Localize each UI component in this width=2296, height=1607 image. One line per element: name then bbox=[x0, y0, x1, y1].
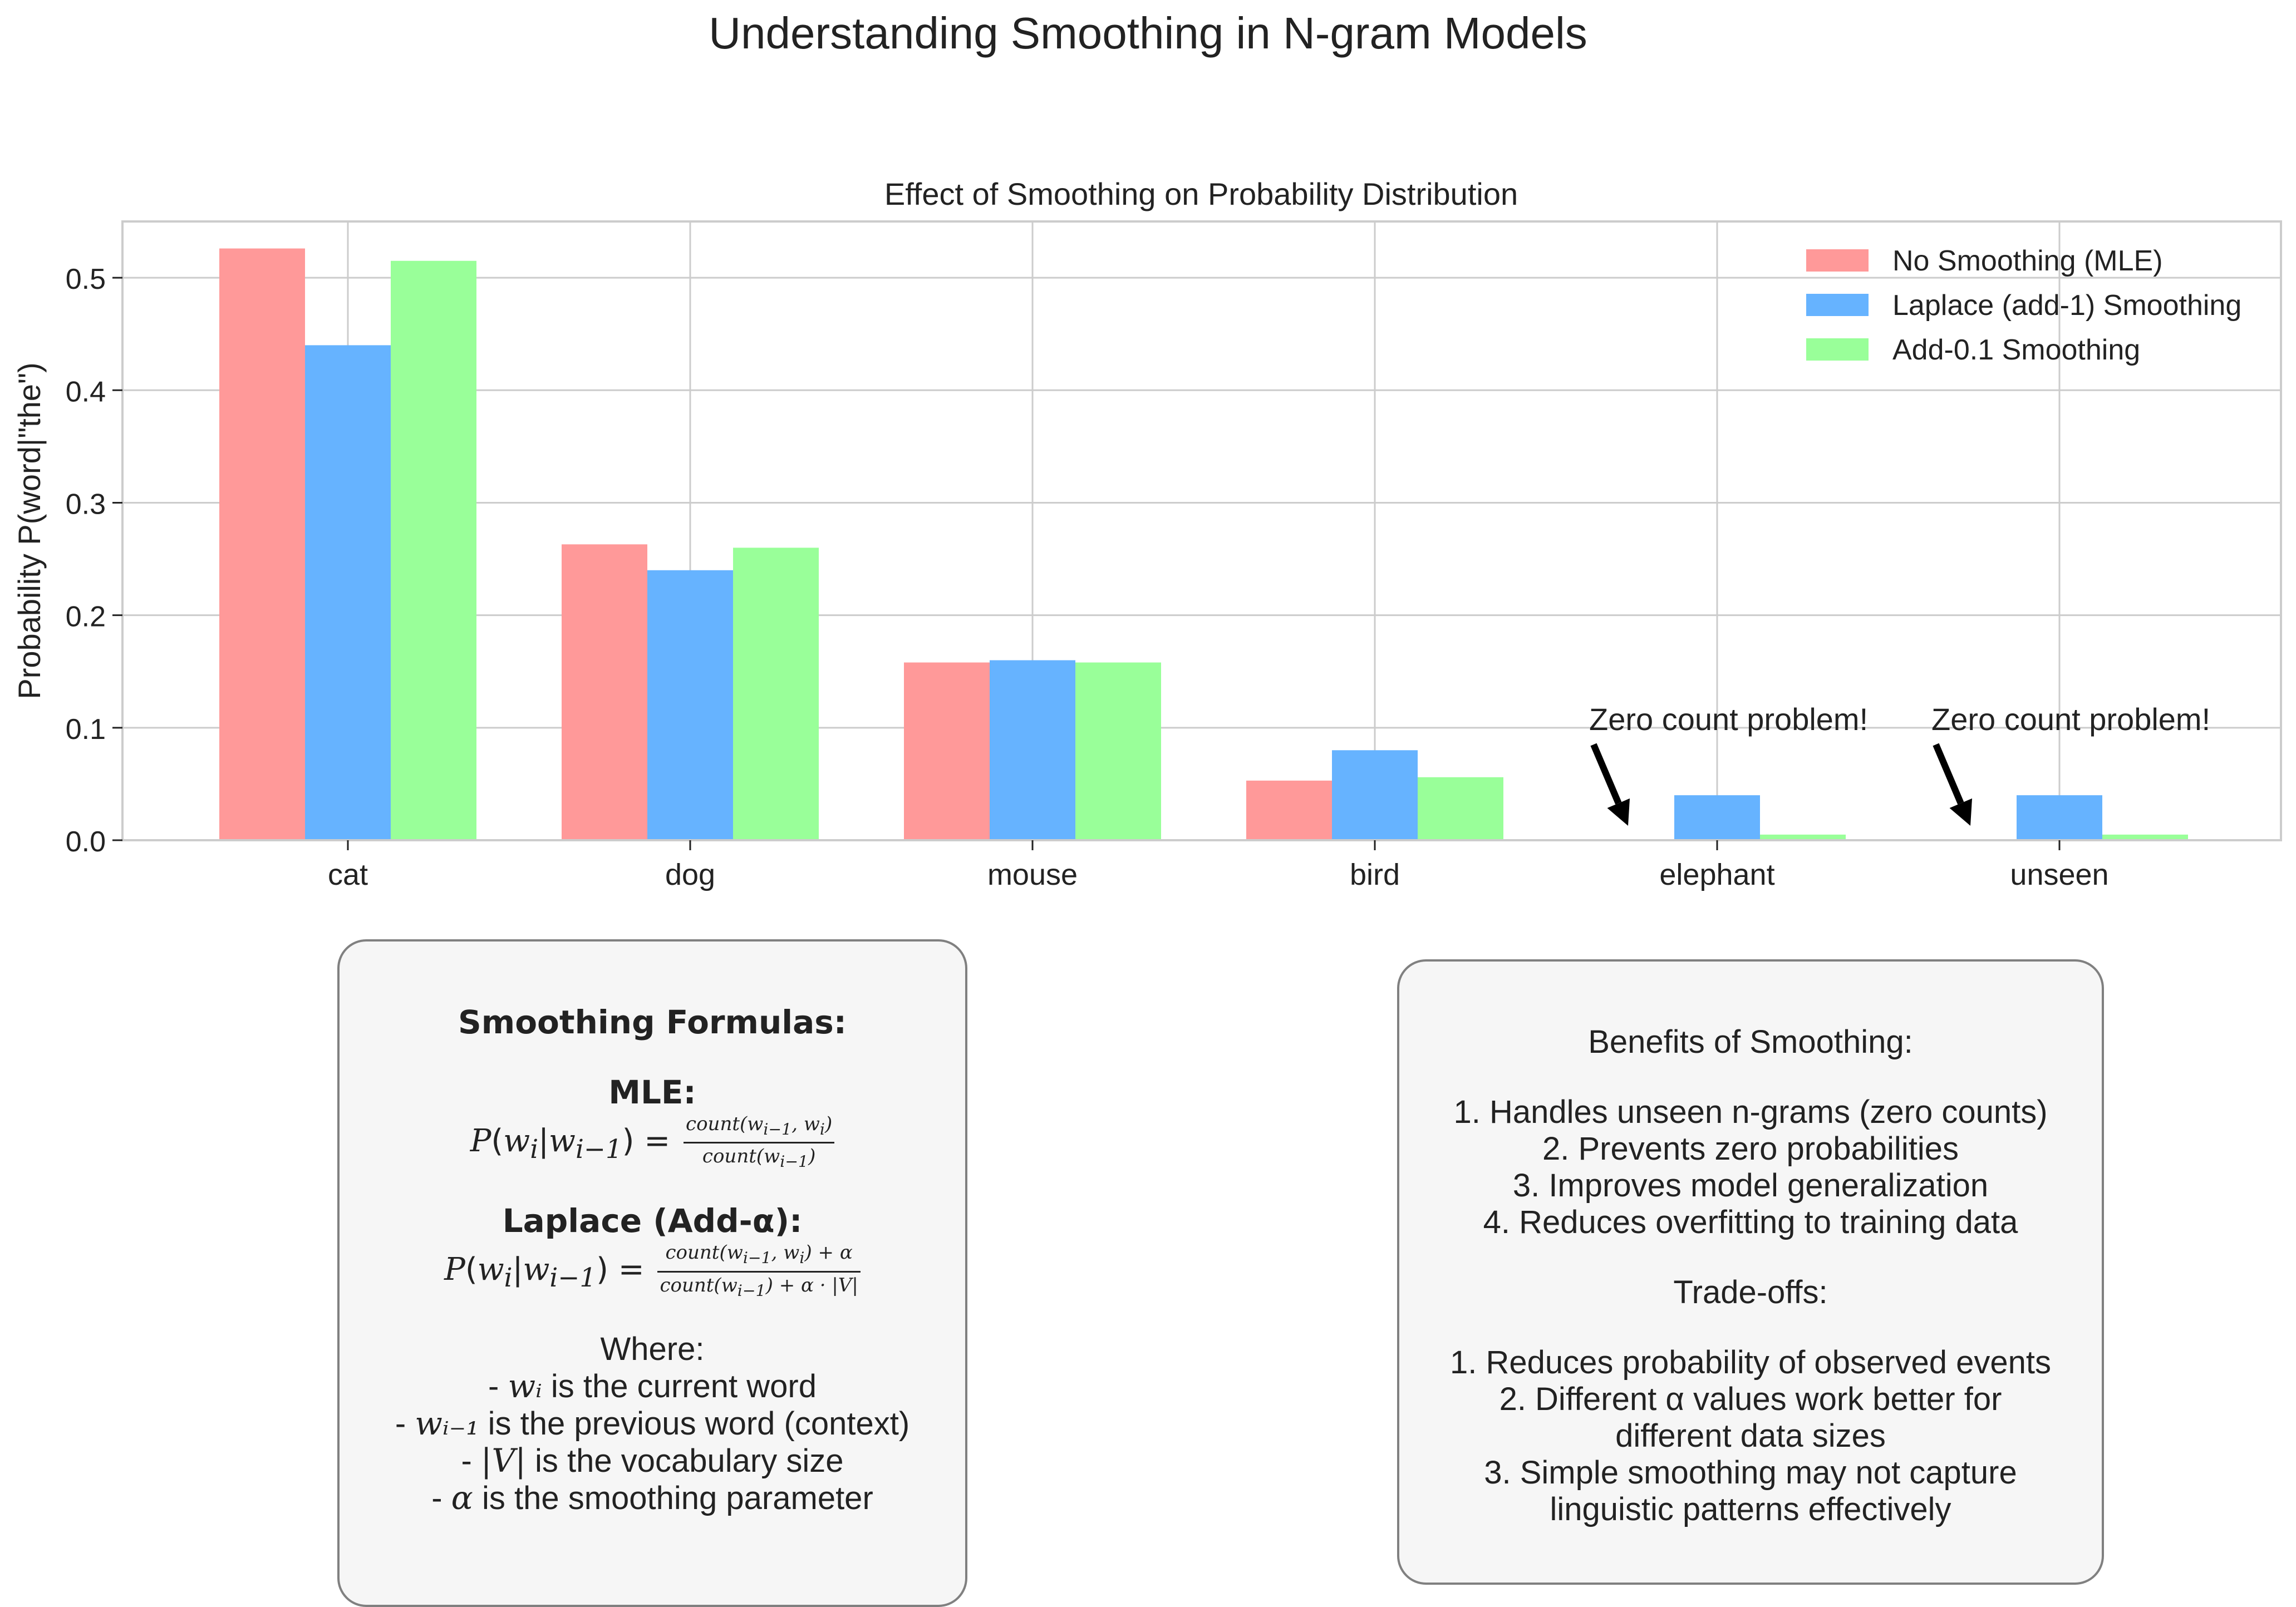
bar bbox=[1674, 795, 1760, 840]
benefits-panel: Benefits of Smoothing: 1. Handles unseen… bbox=[1397, 959, 2104, 1585]
annotation-arrowhead bbox=[1949, 798, 1973, 826]
y-tick-label: 0.0 bbox=[66, 826, 106, 858]
x-tick-label: unseen bbox=[2010, 858, 2108, 891]
legend-label: Add-0.1 Smoothing bbox=[1892, 334, 2140, 366]
grid-lines bbox=[122, 221, 2281, 841]
chart-title: Effect of Smoothing on Probability Distr… bbox=[884, 176, 1518, 211]
y-tick-label: 0.3 bbox=[66, 488, 106, 520]
bar bbox=[1332, 750, 1418, 840]
bar bbox=[990, 660, 1075, 840]
y-tick-label: 0.1 bbox=[66, 713, 106, 746]
legend: No Smoothing (MLE) Laplace (add-1) Smooth… bbox=[1806, 245, 2241, 366]
benefit-item: 3. Improves model generalization bbox=[1512, 1167, 1989, 1204]
tradeoff-item: 3. Simple smoothing may not capture bbox=[1484, 1455, 2017, 1491]
x-axis: cat dog mouse bird elephant unseen bbox=[328, 840, 2109, 891]
bar bbox=[1075, 662, 1161, 840]
plot-frame bbox=[121, 220, 2282, 841]
bar bbox=[904, 662, 990, 840]
mle-formula: P(wi|wi−1) = count(wi−1, wi) count(wi−1) bbox=[340, 1111, 965, 1180]
symbol-note: - α is the smoothing parameter bbox=[431, 1479, 873, 1517]
figure-title: Understanding Smoothing in N-gram Models bbox=[709, 8, 1587, 58]
annotation-arrow bbox=[1590, 743, 1622, 805]
formulas-heading: Smoothing Formulas: bbox=[458, 1003, 847, 1041]
legend-swatch bbox=[1806, 249, 1869, 272]
benefit-item: 4. Reduces overfitting to training data bbox=[1483, 1204, 2018, 1240]
annotation-text: Zero count problem! bbox=[1589, 702, 1868, 737]
y-axis-label: Probability P(word|"the") bbox=[12, 362, 47, 699]
bar bbox=[305, 345, 391, 840]
symbol-notes: - wᵢ is the current word - wᵢ₋₁ is the pr… bbox=[340, 1368, 965, 1517]
bar bbox=[391, 260, 476, 840]
bar bbox=[1246, 780, 1332, 840]
legend-swatch bbox=[1806, 294, 1869, 316]
y-tick-label: 0.2 bbox=[66, 601, 106, 633]
tradeoff-item: 1. Reduces probability of observed event… bbox=[1449, 1344, 2052, 1381]
x-tick-label: elephant bbox=[1659, 858, 1774, 891]
bar bbox=[1760, 834, 1846, 840]
where-heading: Where: bbox=[600, 1331, 705, 1368]
benefits-list: 1. Handles unseen n-grams (zero counts) 2… bbox=[1399, 1094, 2102, 1241]
symbol-note: - wᵢ₋₁ is the previous word (context) bbox=[395, 1404, 910, 1443]
tradeoffs-list: 1. Reduces probability of observed event… bbox=[1399, 1344, 2102, 1528]
annotations: Zero count problem! Zero count problem! bbox=[1589, 702, 2210, 826]
annotation-arrowhead bbox=[1607, 798, 1630, 826]
x-tick-label: mouse bbox=[987, 858, 1078, 891]
bars bbox=[219, 248, 2188, 840]
y-axis: 0.0 0.1 0.2 0.3 0.4 0.5 bbox=[66, 263, 122, 858]
bar bbox=[733, 548, 819, 840]
laplace-formula: P(wi|wi−1) = count(wi−1, wi) + α count(w… bbox=[340, 1239, 965, 1309]
tradeoff-item: linguistic patterns effectively bbox=[1550, 1491, 1951, 1527]
benefit-item: 2. Prevents zero probabilities bbox=[1542, 1131, 1959, 1167]
bar bbox=[562, 544, 647, 840]
tradeoffs-heading: Trade-offs: bbox=[1673, 1274, 1828, 1310]
legend-label: No Smoothing (MLE) bbox=[1892, 245, 2163, 277]
annotation-text: Zero count problem! bbox=[1931, 702, 2210, 737]
bar bbox=[1418, 777, 1503, 840]
legend-label: Laplace (add-1) Smoothing bbox=[1892, 289, 2241, 322]
symbol-note: - wᵢ is the current word bbox=[488, 1367, 817, 1406]
x-tick-label: dog bbox=[665, 858, 715, 891]
y-tick-label: 0.4 bbox=[66, 376, 106, 408]
tradeoff-item: 2. Different α values work better for bbox=[1499, 1381, 2002, 1417]
bar-chart: Effect of Smoothing on Probability Distr… bbox=[12, 176, 2282, 891]
y-tick-label: 0.5 bbox=[66, 263, 106, 295]
bar bbox=[2102, 834, 2188, 840]
formulas-panel: Smoothing Formulas: MLE: P(wi|wi−1) = co… bbox=[337, 939, 967, 1607]
bar bbox=[2017, 795, 2102, 840]
bar bbox=[219, 248, 305, 840]
x-tick-label: bird bbox=[1350, 858, 1400, 891]
benefits-heading: Benefits of Smoothing: bbox=[1588, 1024, 1913, 1060]
mle-heading: MLE: bbox=[608, 1073, 696, 1111]
x-tick-label: cat bbox=[328, 858, 368, 891]
laplace-heading: Laplace (Add-α): bbox=[502, 1202, 803, 1240]
benefit-item: 1. Handles unseen n-grams (zero counts) bbox=[1453, 1094, 2048, 1130]
bar bbox=[647, 570, 733, 840]
symbol-note: - |V| is the vocabulary size bbox=[461, 1442, 844, 1480]
legend-swatch bbox=[1806, 338, 1869, 361]
annotation-arrow bbox=[1933, 743, 1964, 805]
tradeoff-item: different data sizes bbox=[1615, 1418, 1886, 1454]
